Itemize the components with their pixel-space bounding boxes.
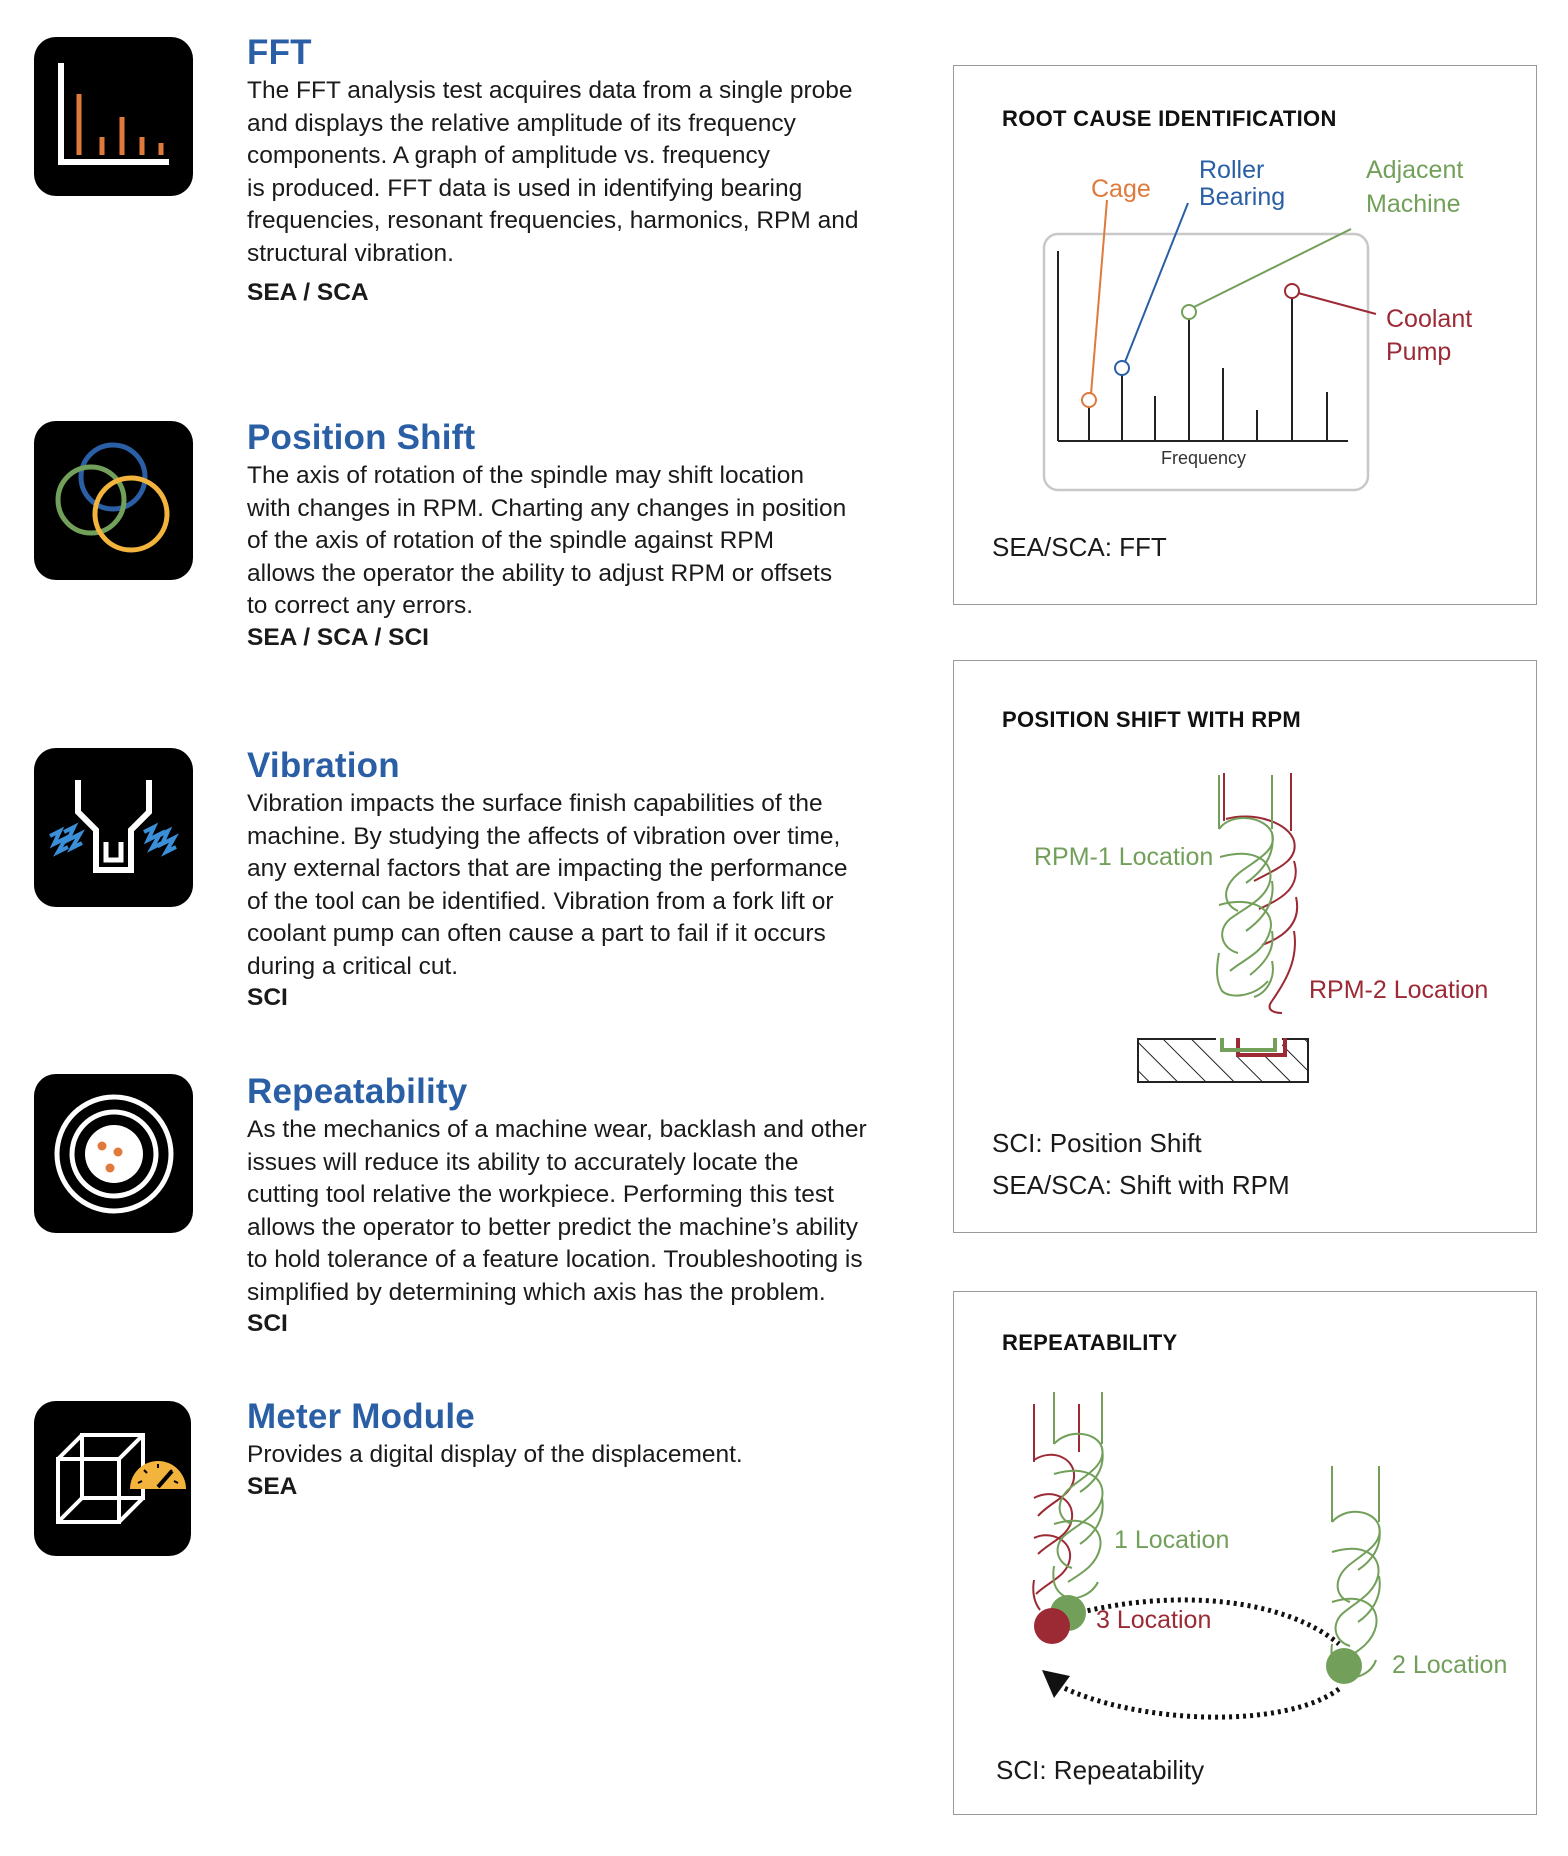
panel-caption-1: SCI: Position Shift [992, 1128, 1202, 1158]
panel-caption-2: SEA/SCA: Shift with RPM [992, 1170, 1290, 1200]
vibration-icon [49, 780, 180, 873]
repeatability-diagram: 1 Location 3 Location 2 Location [1032, 1392, 1507, 1720]
fft-tile [34, 37, 193, 196]
feature-description: As the mechanics of a machine wear, back… [247, 1116, 867, 1306]
position-shift-panel: POSITION SHIFT WITH RPM [953, 660, 1537, 1233]
feature-description: Provides a digital display of the displa… [247, 1441, 743, 1468]
cube-gauge-icon [56, 1433, 186, 1524]
repeatability-tile [34, 1074, 193, 1233]
feature-title: Position Shift [247, 418, 476, 457]
panel-title: ROOT CAUSE IDENTIFICATION [1002, 106, 1337, 131]
bar-chart-icon [58, 63, 169, 165]
feature-repeatability: Repeatability As the mechanics of a mach… [247, 1072, 887, 1339]
feature-description: The axis of rotation of the spindle may … [247, 462, 847, 619]
label-roller-1: Roller [1199, 156, 1264, 184]
feature-description: Vibration impacts the surface finish cap… [247, 790, 848, 980]
product-tag: SEA / SCA [247, 279, 369, 306]
root-cause-panel: ROOT CAUSE IDENTIFICATION Cage Roller Be… [953, 65, 1537, 605]
panel-title: POSITION SHIFT WITH RPM [1002, 707, 1302, 732]
label-coolant-1: Coolant [1386, 305, 1472, 333]
feature-title: Vibration [247, 746, 400, 785]
label-rpm2: RPM-2 Location [1309, 976, 1488, 1004]
label-roller-2: Bearing [1199, 183, 1285, 211]
label-location-3: 3 Location [1096, 1606, 1211, 1634]
target-icon [54, 1094, 174, 1214]
product-tag: SCI [247, 984, 288, 1011]
position-shift-diagram: RPM-1 Location RPM-2 Location [1034, 773, 1488, 1083]
panel-caption: SCI: Repeatability [996, 1755, 1205, 1785]
label-rpm1: RPM-1 Location [1034, 843, 1213, 871]
panel-title: REPEATABILITY [1002, 1330, 1178, 1355]
fft-diagram: Cage Roller Bearing Adjacent Machine Coo… [1042, 156, 1472, 492]
feature-description: The FFT analysis test acquires data from… [247, 77, 859, 267]
label-adjacent-2: Machine [1366, 190, 1461, 218]
label-location-2: 2 Location [1392, 1651, 1507, 1679]
feature-title: FFT [247, 33, 312, 72]
label-cage: Cage [1091, 175, 1151, 203]
product-tag: SEA [247, 1472, 298, 1500]
feature-title: Repeatability [247, 1072, 468, 1111]
position-shift-tile [34, 421, 193, 580]
panel-caption: SEA/SCA: FFT [992, 532, 1167, 562]
vibration-tile [34, 748, 193, 907]
label-frequency: Frequency [1161, 448, 1246, 468]
overlapping-circles-icon [55, 442, 170, 553]
label-location-1: 1 Location [1114, 1526, 1229, 1554]
feature-position-shift: Position Shift The axis of rotation of t… [247, 418, 887, 653]
label-adjacent-1: Adjacent [1366, 156, 1463, 184]
feature-vibration: Vibration Vibration impacts the surface … [247, 746, 887, 1013]
meter-module-tile [34, 1401, 191, 1556]
label-coolant-2: Pump [1386, 338, 1451, 366]
product-tag: SCI [247, 1310, 288, 1337]
repeatability-panel: REPEATABILITY [953, 1291, 1537, 1815]
feature-meter-module: Meter Module Provides a digital display … [247, 1397, 887, 1502]
feature-fft: FFT The FFT analysis test acquires data … [247, 33, 887, 308]
product-tag: SEA / SCA / SCI [247, 623, 429, 651]
feature-title: Meter Module [247, 1397, 475, 1436]
